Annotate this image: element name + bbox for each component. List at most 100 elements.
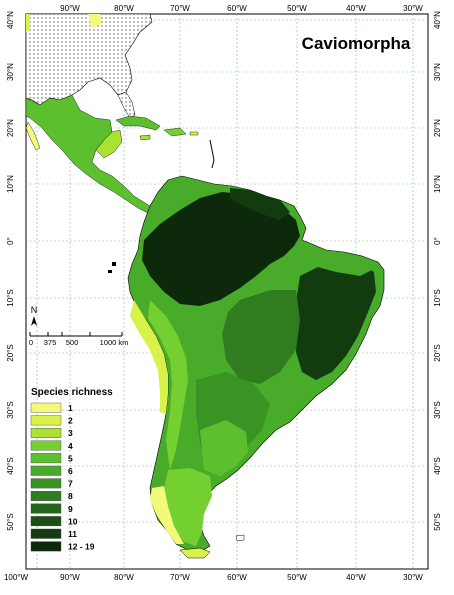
- left-axis-label: 10°S: [6, 289, 15, 306]
- legend-label: 2: [68, 416, 73, 426]
- legend-swatch: [30, 415, 62, 426]
- scale-tick-0: 0: [29, 338, 33, 347]
- hispaniola: [163, 127, 187, 137]
- legend-swatch: [30, 440, 62, 451]
- left-axis-label: 0°: [6, 237, 15, 245]
- top-axis-label: 30°W: [403, 4, 423, 13]
- pampas-region: [200, 420, 248, 476]
- bottom-axis-label: 30°W: [403, 573, 423, 582]
- legend-label: 4: [68, 441, 73, 451]
- patagonia-region: [164, 468, 212, 546]
- legend-label: 12 - 19: [68, 542, 95, 552]
- legend-swatch: [30, 503, 62, 514]
- top-axis-label: 90°W: [60, 4, 80, 13]
- left-axis-label: 40°S: [6, 457, 15, 474]
- bottom-axis-label: 100°W: [4, 573, 29, 582]
- yucatan: [95, 129, 123, 159]
- right-axis-label: 40°S: [433, 457, 442, 474]
- north-arrow-icon: [31, 316, 37, 326]
- falkland-islands: [235, 534, 245, 542]
- left-axis-label: 50°S: [6, 513, 15, 530]
- patagonia-west-yellow: [150, 486, 184, 544]
- galapagos: [108, 262, 116, 273]
- amazon-core-richness: [142, 192, 300, 306]
- right-axis-label: 30°S: [433, 401, 442, 418]
- right-axis-label: 20°S: [433, 344, 442, 361]
- bottom-axis-label: 50°W: [287, 573, 307, 582]
- legend-items: 1 2 3 4 5 6 7 8 9 10 11 12 - 19: [30, 402, 95, 552]
- scale-tick-3: 1000 km: [100, 338, 129, 347]
- bottom-axis-label: 70°W: [170, 573, 190, 582]
- legend-label: 6: [68, 466, 73, 476]
- map-title: Caviomorpha: [302, 34, 411, 53]
- legend-swatch: [30, 528, 62, 539]
- tierra-del-fuego: [179, 547, 211, 559]
- lesser-antilles: [209, 139, 215, 169]
- bottom-axis-label: 90°W: [60, 573, 80, 582]
- puerto-rico: [189, 131, 199, 136]
- scale-tick-2: 500: [66, 338, 79, 347]
- legend-label: 8: [68, 491, 73, 501]
- left-axis-label: 40°N: [6, 11, 15, 29]
- mexico-landmass: [26, 94, 159, 215]
- texas-patch: [88, 14, 102, 28]
- right-axis-label: 20°N: [433, 119, 442, 137]
- right-axis-label: 10°S: [433, 289, 442, 306]
- legend-swatch: [30, 516, 62, 527]
- legend-swatch: [30, 465, 62, 476]
- bottom-axis-label: 60°W: [227, 573, 247, 582]
- cerrado-mid: [222, 290, 300, 384]
- top-axis-label: 50°W: [287, 4, 307, 13]
- left-axis-label: 20°N: [6, 119, 15, 137]
- bottom-longitude-labels: 100°W 90°W 80°W 70°W 60°W 50°W 40°W 30°W: [4, 573, 423, 582]
- left-axis-label: 30°N: [6, 63, 15, 81]
- top-axis-label: 80°W: [114, 4, 134, 13]
- northeast-mid: [312, 250, 376, 276]
- legend-label: 7: [68, 479, 73, 489]
- legend-title: Species richness: [31, 387, 113, 398]
- north-arrow-label: N: [31, 305, 38, 315]
- legend: Species richness 1 2 3 4 5 6 7 8 9 10 11 12 - 19: [30, 387, 113, 552]
- atlantic-forest-richness: [296, 262, 376, 380]
- legend-swatch: [30, 428, 62, 438]
- right-latitude-labels: 40°N 30°N 20°N 10°N 0° 10°S 20°S 30°S 40°S 50°S: [433, 11, 442, 531]
- north-arrow: N: [31, 305, 38, 326]
- florida: [117, 91, 136, 119]
- us-southwest-patch: [26, 14, 30, 32]
- right-axis-label: 0°: [433, 237, 442, 245]
- left-axis-label: 20°S: [6, 344, 15, 361]
- right-axis-label: 50°S: [433, 513, 442, 530]
- legend-label: 9: [68, 504, 73, 514]
- top-longitude-labels: 90°W 80°W 70°W 60°W 50°W 40°W 30°W: [60, 4, 423, 13]
- scale-bar: 0 375 500 1000 km: [29, 332, 128, 347]
- legend-label: 5: [68, 453, 73, 463]
- scale-tick-1: 375: [44, 338, 57, 347]
- legend-label: 11: [68, 529, 77, 539]
- legend-swatch: [30, 402, 62, 413]
- bottom-axis-label: 40°W: [346, 573, 366, 582]
- right-axis-label: 40°N: [433, 11, 442, 29]
- left-latitude-labels: 40°N 30°N 20°N 10°N 0° 10°S 20°S 30°S 40°S 50°S: [6, 11, 15, 531]
- bottom-axis-label: 80°W: [114, 573, 134, 582]
- right-axis-label: 30°N: [433, 63, 442, 81]
- left-axis-label: 30°S: [6, 401, 15, 418]
- top-axis-label: 70°W: [170, 4, 190, 13]
- legend-swatch: [30, 478, 62, 489]
- top-axis-label: 60°W: [227, 4, 247, 13]
- legend-label: 3: [68, 428, 73, 438]
- legend-label: 10: [68, 516, 78, 526]
- legend-label: 1: [68, 403, 73, 413]
- legend-swatch: [30, 453, 62, 464]
- right-axis-label: 10°N: [433, 175, 442, 193]
- cuba: [115, 115, 161, 131]
- legend-swatch: [30, 541, 62, 552]
- andes-band: [148, 300, 188, 470]
- top-axis-label: 40°W: [346, 4, 366, 13]
- guiana-dark: [230, 188, 290, 220]
- jamaica: [139, 134, 151, 141]
- left-axis-label: 10°N: [6, 175, 15, 193]
- pacific-desert-strip: [130, 300, 168, 414]
- baja-california: [26, 121, 41, 151]
